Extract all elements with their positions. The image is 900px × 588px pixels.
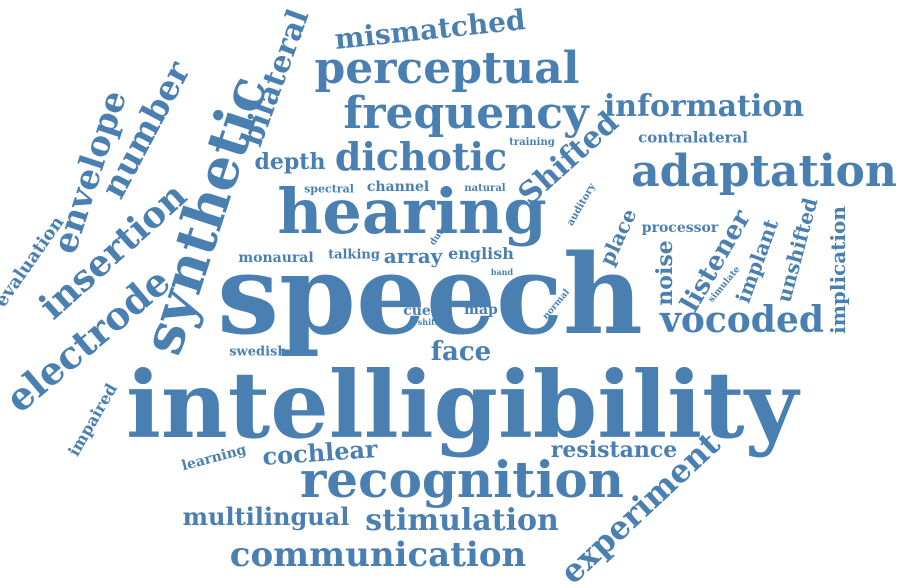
- word-recognition: recognition: [299, 450, 625, 509]
- word-impaired: impaired: [64, 380, 121, 460]
- word-array: array: [383, 244, 443, 268]
- word-natural: natural: [464, 183, 506, 194]
- word-speech: speech: [217, 230, 643, 359]
- word-vocoded: vocoded: [659, 299, 825, 341]
- word-stimulation: stimulation: [365, 503, 559, 538]
- word-adaptation: adaptation: [631, 146, 897, 197]
- word-talking: talking: [328, 247, 380, 263]
- word-monaural: monaural: [238, 250, 314, 266]
- word-frequency: frequency: [343, 88, 589, 139]
- word-multilingual: multilingual: [182, 502, 350, 531]
- word-resistance: resistance: [550, 437, 678, 463]
- word-face: face: [430, 337, 492, 367]
- word-map: map: [464, 302, 498, 318]
- word-swedish: swedish: [229, 344, 287, 360]
- word-channel: channel: [366, 179, 430, 195]
- word-unshifted: unshifted: [771, 195, 823, 305]
- word-noise: noise: [652, 240, 678, 306]
- word-training: training: [509, 137, 555, 148]
- word-english: english: [448, 244, 514, 263]
- word-contralateral: contralateral: [638, 128, 748, 147]
- word-processor: processor: [641, 220, 719, 236]
- word-cue: cue: [403, 303, 431, 319]
- word-hearing: hearing: [277, 175, 547, 248]
- word-communication: communication: [229, 535, 527, 575]
- word-intelligibility: intelligibility: [125, 351, 799, 459]
- word-shift: shift: [417, 317, 439, 327]
- word-auditory: auditory: [565, 181, 599, 228]
- word-depth: depth: [254, 149, 326, 175]
- word-spectral: spectral: [304, 182, 354, 196]
- word-implication: implication: [826, 206, 850, 334]
- word-information: information: [603, 89, 805, 124]
- word-perceptual: perceptual: [314, 43, 580, 94]
- word-band: band: [490, 267, 514, 277]
- word-dichotic: dichotic: [334, 134, 508, 179]
